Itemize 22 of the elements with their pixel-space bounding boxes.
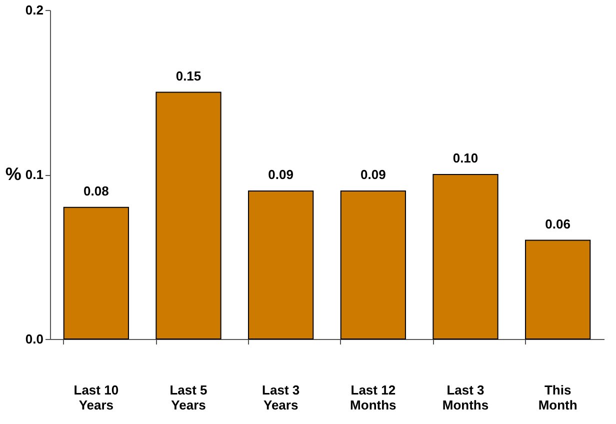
x-tick-label: Last 12 Months [350,382,396,412]
data-label: 0.09 [268,166,294,182]
y-axis-title: % [5,164,22,184]
data-label: 0.15 [176,68,202,84]
y-tick-label: 0.2 [25,2,44,18]
x-tick-label: Last 3 Years [262,382,300,412]
data-label: 0.08 [84,183,109,198]
x-tick-label: Last 5 Years [170,382,208,412]
bar [156,92,222,340]
data-label: 0.10 [452,150,478,166]
y-tick-label: 0.0 [25,332,44,346]
y-tick-label: 0.1 [25,167,44,182]
x-tick-label: Last 10 Years [74,382,119,412]
data-label: 0.09 [360,166,386,182]
bar [340,190,406,340]
bar [248,190,314,340]
x-tick-label: Last 3 Months [442,382,489,412]
bar [63,206,129,340]
bar [525,240,591,340]
bar [432,174,498,340]
x-tick-label: This Month [538,382,578,412]
data-label: 0.06 [545,216,570,232]
